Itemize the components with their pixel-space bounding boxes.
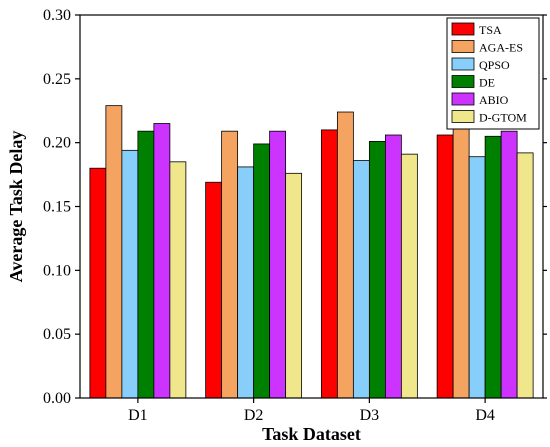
y-axis-title: Average Task Delay [6,131,26,283]
legend-label-aga-es: AGA-ES [479,41,523,55]
bar-d-gtom-d2 [285,172,303,399]
bar-tsa-d3 [320,129,338,399]
bar-de-d1 [137,130,155,399]
bar-qpso-d1 [121,149,139,399]
x-axis-title: Task Dataset [262,424,361,444]
legend-label-qpso: QPSO [479,58,510,72]
legend-label-abio: ABIO [479,93,509,107]
axis-ticks: 0.00 0.05 0.10 0.15 0.20 0.25 0.30 D1 D2 D3 D4 [43,7,547,424]
x-tick-label-d2: D2 [244,407,264,424]
x-tick-label-d3: D3 [360,407,380,424]
bar-abio-d4 [500,130,518,399]
bar-d-gtom-d3 [400,153,418,399]
legend-swatch-qpso [451,57,475,71]
bar-qpso-d2 [237,166,255,399]
y-tick-label: 0.25 [43,71,71,88]
y-tick-label: 0.00 [43,390,71,407]
x-tick-label-d1: D1 [128,407,148,424]
y-tick-label: 0.30 [43,7,71,24]
bar-tsa-d4 [436,134,454,399]
bar-qpso-d4 [468,156,486,399]
legend: TSA AGA-ES QPSO DE ABIO D-GTOM [446,17,540,130]
bar-d-gtom-d1 [169,161,187,399]
bar-d-gtom-d4 [516,152,534,399]
bar-qpso-d3 [352,160,370,399]
bar-aga-es-d2 [221,130,239,399]
y-tick-label: 0.10 [43,262,71,279]
bar-de-d4 [484,135,502,399]
legend-swatch-de [451,75,475,88]
legend-label-tsa: TSA [479,23,502,37]
bar-abio-d3 [384,134,402,399]
y-tick-label: 0.15 [43,199,71,216]
bar-aga-es-d3 [336,111,354,399]
legend-swatch-abio [451,92,475,106]
bar-de-d2 [253,143,271,399]
bar-de-d3 [368,140,386,399]
y-tick-label: 0.05 [43,326,71,343]
y-tick-label: 0.20 [43,135,71,152]
bars-group [89,105,534,399]
legend-swatch-d-gtom [451,110,475,123]
legend-swatch-tsa [451,22,475,36]
bar-abio-d2 [269,130,287,399]
legend-label-de: DE [479,76,495,90]
bar-abio-d1 [153,123,171,399]
bar-aga-es-d1 [105,105,123,399]
legend-label-d-gtom: D-GTOM [479,111,527,125]
x-tick-label-d4: D4 [475,407,495,424]
bar-tsa-d1 [89,167,107,399]
bar-tsa-d2 [205,181,223,399]
bar-aga-es-d4 [452,121,470,399]
legend-swatch-aga-es [451,40,475,53]
